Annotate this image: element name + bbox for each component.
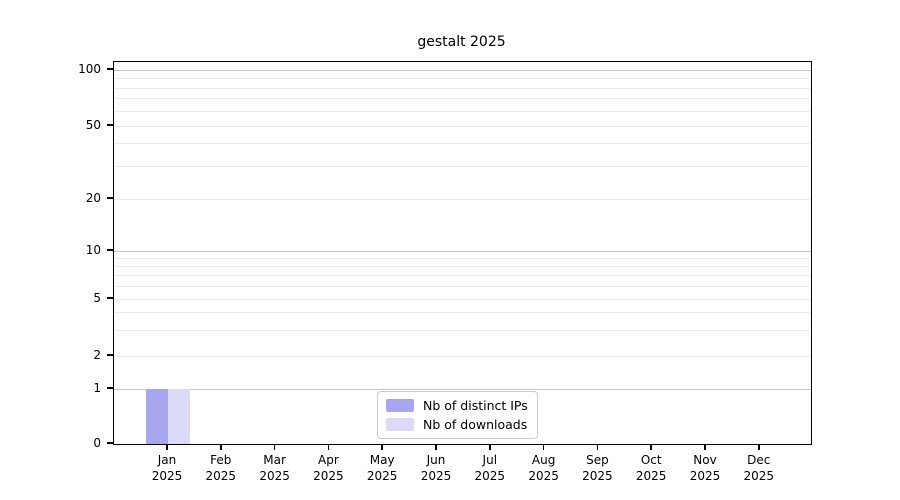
x-tick-mark [166,444,168,450]
y-gridline-major [114,388,811,390]
x-tick-mark [542,444,545,450]
y-gridline-minor [114,110,811,112]
x-tick-mark [489,444,491,450]
x-tick-mark [704,444,706,450]
x-tick-label: Jan 2025 [151,453,183,483]
y-tick-label: 50 [85,118,101,132]
y-gridline-minor [114,78,811,79]
x-tick-label: Aug 2025 [528,453,559,483]
y-tick-mark [107,249,113,251]
y-tick-mark [107,354,113,356]
y-gridline-minor [114,355,811,357]
x-tick-label: Dec 2025 [743,453,775,483]
legend-item: Nb of downloads [386,417,528,432]
y-tick-mark [107,124,113,126]
x-tick-mark [435,444,437,450]
y-gridline-minor [114,98,811,100]
x-tick-label: May 2025 [366,453,398,483]
x-tick-label: Nov 2025 [689,453,721,483]
x-tick-label: Feb 2025 [205,453,237,483]
y-gridline-minor [114,143,811,145]
legend-swatch [386,418,414,431]
y-tick-mark [107,442,113,444]
y-tick-label: 10 [85,243,101,257]
y-tick-mark [107,297,113,299]
legend-item: Nb of distinct IPs [386,398,528,413]
y-gridline-minor [114,312,811,314]
bar-downloads [168,389,191,444]
y-gridline-minor [114,198,811,200]
chart-title: gestalt 2025 [417,34,506,50]
x-tick-mark [650,444,652,450]
y-tick-label: 5 [93,291,101,305]
y-gridline-minor [114,166,811,168]
bar-distinct-ips [145,389,168,444]
legend: Nb of distinct IPs Nb of downloads [377,391,538,439]
x-tick-label: Mar 2025 [259,453,290,483]
x-tick-label: Oct 2025 [635,453,667,483]
x-tick-mark [596,444,599,450]
y-gridline-minor [114,265,811,267]
y-gridline-minor [114,257,811,259]
y-gridline-major [114,250,811,252]
plot-area [113,61,812,445]
legend-label: Nb of downloads [423,417,528,432]
x-tick-label: Sep 2025 [582,453,613,483]
y-tick-label: 20 [85,191,101,205]
y-gridline-minor [114,275,811,277]
y-gridline-minor [114,330,811,332]
y-gridline-minor [114,125,811,127]
x-tick-mark [273,444,276,450]
x-tick-mark [758,444,760,450]
y-tick-mark [107,197,113,199]
y-tick-label: 2 [93,348,101,362]
x-tick-label: Apr 2025 [313,453,344,483]
x-tick-mark [220,444,222,450]
y-gridline-major [114,69,811,71]
y-tick-mark [107,387,113,389]
y-tick-label: 100 [78,62,101,76]
legend-label: Nb of distinct IPs [423,398,528,413]
y-tick-mark [107,68,113,70]
x-tick-mark [327,444,330,450]
legend-swatch [386,399,414,412]
y-tick-label: 1 [93,381,101,395]
x-tick-mark [381,444,383,450]
y-tick-label: 0 [93,436,101,450]
x-tick-label: Jun 2025 [420,453,452,483]
x-tick-label: Jul 2025 [474,453,506,483]
y-gridline-minor [114,87,811,89]
y-gridline-minor [114,285,811,287]
y-gridline-minor [114,298,811,300]
